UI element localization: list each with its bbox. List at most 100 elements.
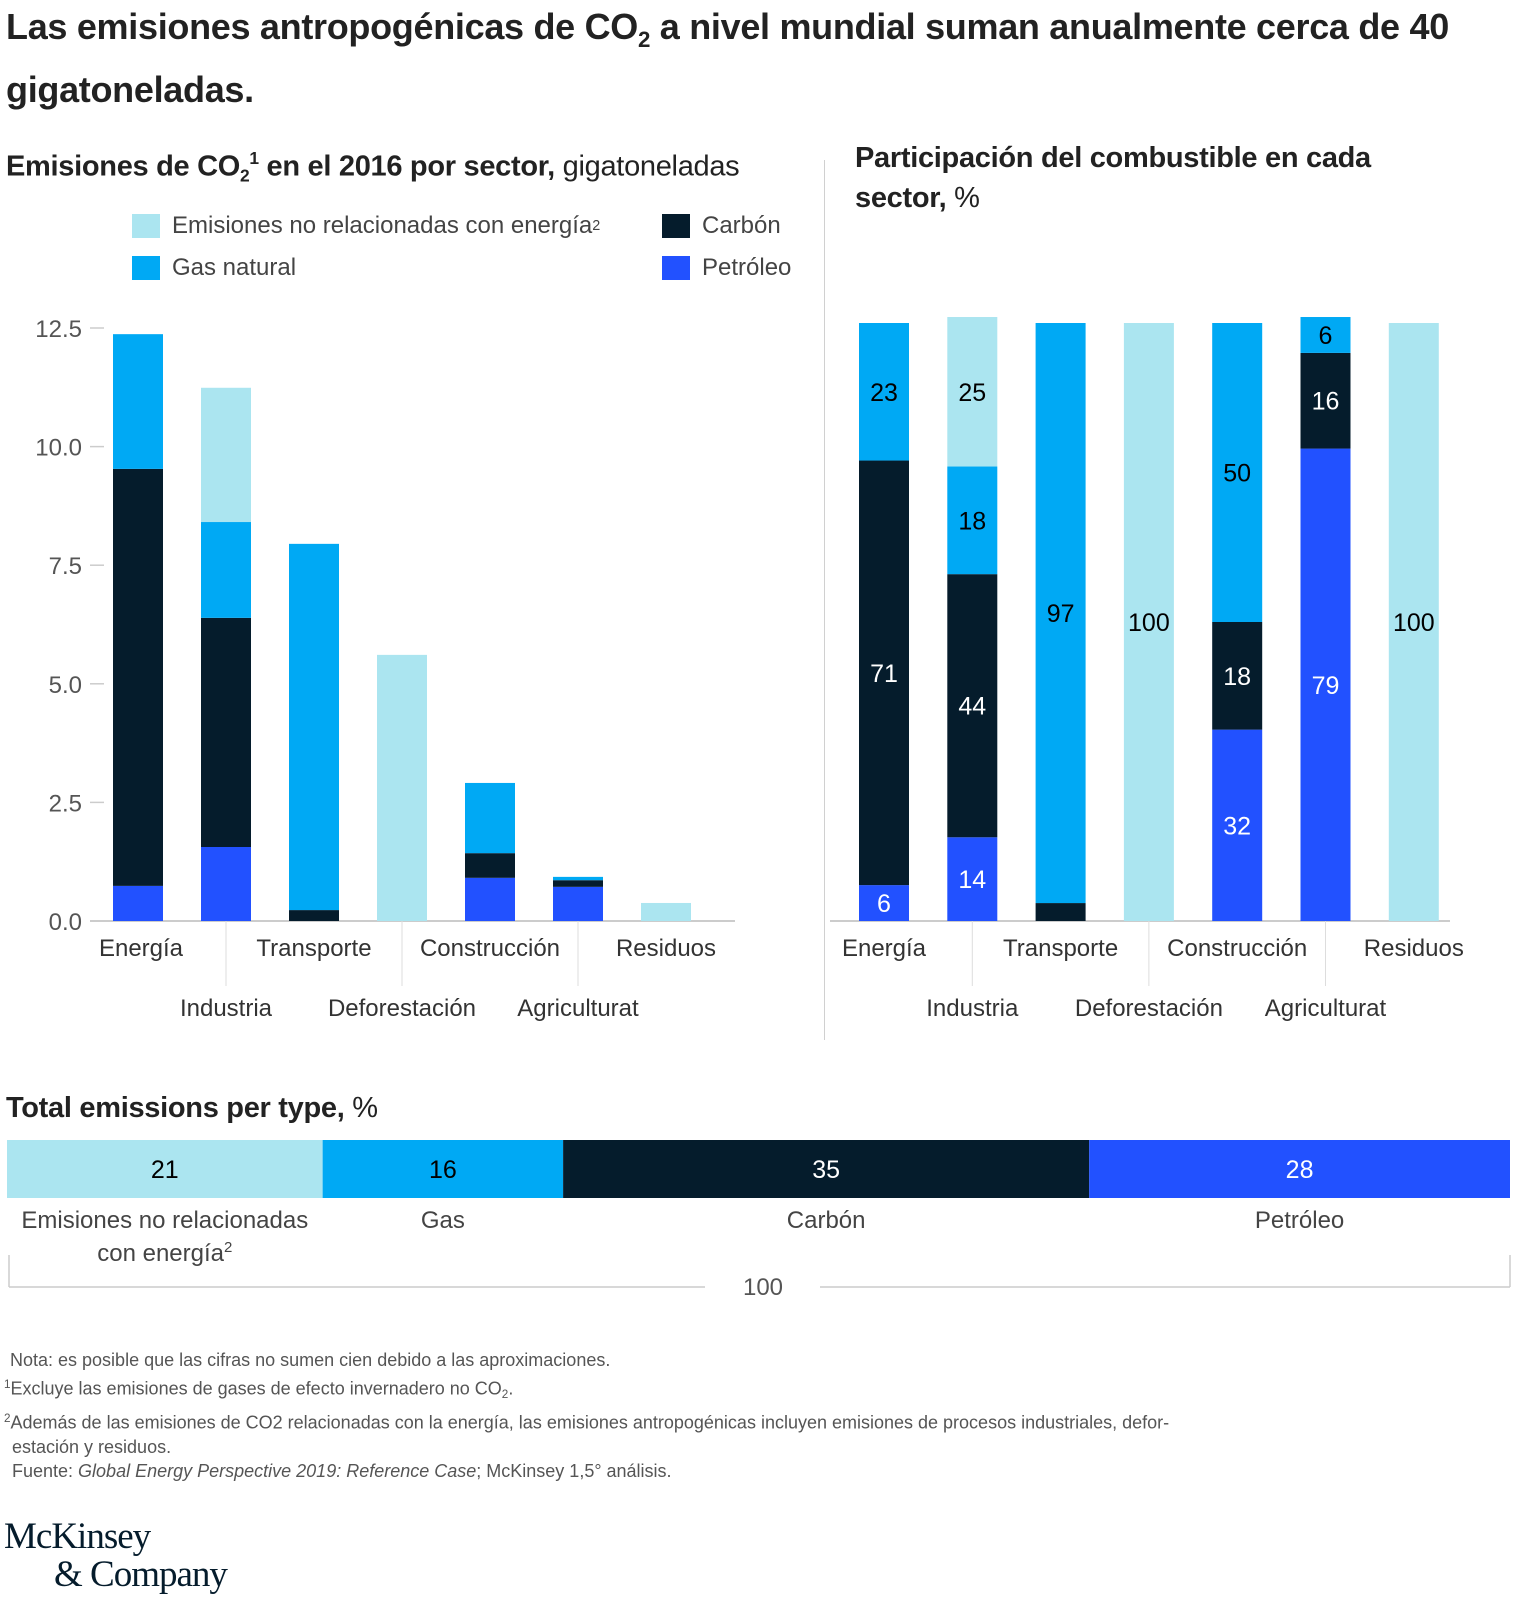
source-prefix: Fuente: xyxy=(12,1461,79,1482)
y-tick-label: 7.5 xyxy=(49,553,82,580)
total-label: 100 xyxy=(743,1274,783,1301)
bar-segment-non_energy xyxy=(1123,323,1174,921)
legend-swatch-non-energy xyxy=(132,214,160,238)
data-label: 16 xyxy=(1312,388,1340,416)
data-label: 23 xyxy=(870,379,898,407)
legend-item-gas: Gas natural xyxy=(132,254,296,282)
left-title-bold2: en el 2016 por sector, xyxy=(258,150,556,183)
bar-segment-non_energy xyxy=(641,902,691,921)
right-percent-bar-chart: 67123Energía14441825Industria397Transpor… xyxy=(830,317,1464,1022)
footnote-1-sub: 2 xyxy=(501,1387,509,1401)
total-segment-gas xyxy=(322,1140,564,1198)
data-label: 32 xyxy=(1223,812,1251,840)
y-tick-label: 12.5 xyxy=(35,316,82,343)
source-suffix: ; McKinsey 1,5° análisis. xyxy=(476,1461,672,1482)
legend-swatch-gas xyxy=(132,256,160,280)
footnote-1-text: Excluye las emisiones de gases de efecto… xyxy=(10,1377,502,1398)
left-title-sub: 2 xyxy=(240,165,250,186)
bar-segment-coal xyxy=(947,574,998,838)
legend-swatch-oil xyxy=(662,256,690,280)
bar-segment-oil xyxy=(947,837,998,921)
total-segment-label: Emisiones no relacionadas xyxy=(21,1207,308,1234)
bar-segment-non_energy xyxy=(201,387,251,523)
left-stacked-bar-chart: 0.0 2.5 5.0 7.5 10.0 12.5 Energía Industria Tran… xyxy=(35,316,735,1022)
bar-segment-gas xyxy=(1212,323,1263,622)
legend-swatch-coal xyxy=(662,214,690,238)
data-label: 6 xyxy=(877,890,891,918)
bar-segment-coal xyxy=(1035,903,1086,921)
legend-label: Emisiones no relacionadas con energía xyxy=(172,212,593,239)
footnote-2-continued: estación y residuos. xyxy=(12,1436,172,1457)
y-tick-label: 2.5 xyxy=(49,790,82,817)
data-label: 50 xyxy=(1223,460,1251,488)
total-segment-value: 28 xyxy=(1286,1156,1314,1184)
legend-label: Gas natural xyxy=(172,254,297,281)
data-label: 44 xyxy=(958,693,986,721)
footnote-1-number: 1 xyxy=(4,1377,11,1391)
total-segment-label-2: con energía2 xyxy=(97,1239,232,1267)
total-segment-label: Carbón xyxy=(787,1207,866,1234)
legend-item-oil: Petróleo xyxy=(662,254,791,282)
label-text: con energía xyxy=(97,1240,224,1267)
bar-segment-oil xyxy=(1212,729,1263,921)
note-line: Nota: es posible que las cifras no sumen… xyxy=(10,1350,611,1370)
footnote-1: 1Excluye las emisiones de gases de efect… xyxy=(4,1373,1404,1407)
bar-segment-coal xyxy=(465,853,515,878)
bar-segment-non_energy xyxy=(947,317,998,467)
total-title-unit: % xyxy=(344,1092,378,1124)
legend-label: Carbón xyxy=(702,212,781,239)
headline: Las emisiones antropogénicas de CO2 a ni… xyxy=(6,2,1531,115)
x-category-label: Agriculturat xyxy=(1265,995,1387,1022)
total-title-bold: Total emissions per type, xyxy=(6,1092,345,1124)
source-line: Fuente: Global Energy Perspective 2019: … xyxy=(4,1459,1404,1484)
bar-segment-gas xyxy=(113,334,163,469)
headline-text: Las emisiones antropogénicas de CO xyxy=(6,6,638,47)
bar-segment-coal xyxy=(553,880,603,887)
y-tick-label: 10.0 xyxy=(35,435,82,462)
data-label: 6 xyxy=(1319,322,1333,350)
footnote-2-number: 2 xyxy=(4,1411,11,1425)
bar-segment-gas xyxy=(465,782,515,854)
x-category-label: Residuos xyxy=(616,935,716,962)
bar-segment-oil xyxy=(553,886,603,921)
bar-segment-gas xyxy=(553,876,603,881)
y-tick-label: 0.0 xyxy=(49,909,82,936)
y-tick-label: 5.0 xyxy=(49,672,82,699)
headline-subscript: 2 xyxy=(637,26,651,52)
data-label: 18 xyxy=(1223,663,1251,691)
data-label: 100 xyxy=(1128,609,1170,637)
bar-segment-gas xyxy=(859,323,909,461)
x-category-label: Energía xyxy=(842,935,927,962)
data-label: 100 xyxy=(1393,609,1435,637)
legend-item-non-energy: Emisiones no relacionadas con energía 2 xyxy=(132,212,600,240)
x-category-label: Transporte xyxy=(256,935,371,962)
data-label: 25 xyxy=(958,379,986,407)
legend-label: Petróleo xyxy=(702,254,792,281)
label-superscript: 2 xyxy=(224,1239,232,1256)
bar-segment-oil xyxy=(465,877,515,921)
bar-segment-oil xyxy=(201,846,251,921)
x-category-label: Agriculturat xyxy=(517,995,639,1022)
total-segment-label: Gas xyxy=(421,1207,465,1234)
bar-segment-gas xyxy=(289,543,339,911)
chart-divider xyxy=(824,160,825,1040)
x-category-label: Construcción xyxy=(420,935,560,962)
bar-segment-non_energy xyxy=(377,654,427,921)
x-category-label: Industria xyxy=(180,995,273,1022)
bar-segment-gas xyxy=(1300,317,1351,353)
logo-line-2: & Company xyxy=(54,1554,228,1595)
x-category-label: Deforestación xyxy=(1075,995,1223,1022)
data-label: 79 xyxy=(1312,672,1340,700)
data-label: 18 xyxy=(958,507,986,535)
total-emissions-bar: 21 Emisiones no relacionadas con energía2 1… xyxy=(7,1140,1511,1301)
data-label: 71 xyxy=(870,660,898,688)
bar-segment-coal xyxy=(113,468,163,886)
bar-segment-coal xyxy=(1212,622,1263,730)
footnote-2: 2Además de las emisiones de CO2 relacion… xyxy=(4,1407,1404,1435)
right-title-unit: % xyxy=(946,182,980,214)
left-title-sup: 1 xyxy=(249,148,259,168)
mckinsey-logo: McKinsey & Company xyxy=(4,1516,228,1595)
footnote-2-text: Además de las emisiones de CO2 relaciona… xyxy=(10,1412,1170,1433)
logo-line-1: McKinsey xyxy=(4,1516,151,1557)
bar-segment-coal xyxy=(1300,352,1351,449)
